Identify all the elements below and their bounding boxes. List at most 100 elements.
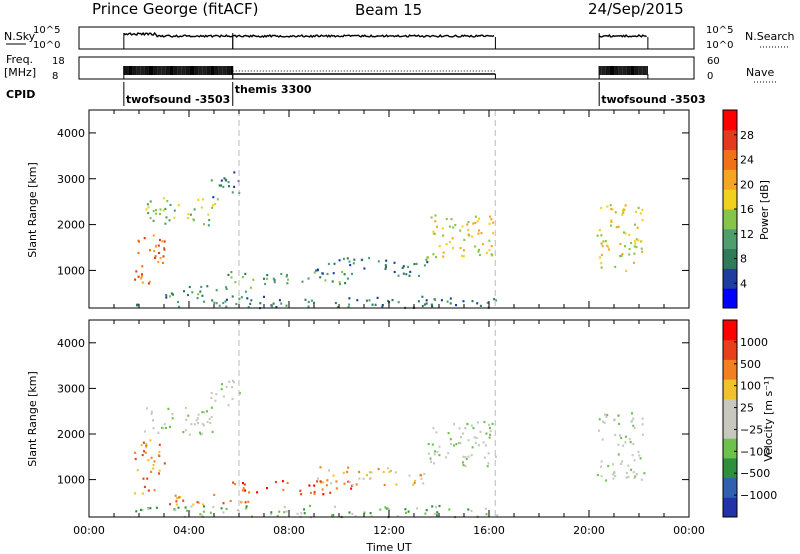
data-cell — [462, 461, 464, 464]
data-cell — [140, 275, 143, 278]
data-cell — [451, 237, 454, 240]
data-cell — [196, 417, 199, 420]
nsearch-tick-bottom: 10^0 — [706, 40, 733, 51]
data-cell — [230, 276, 233, 279]
data-cell — [309, 504, 311, 507]
data-cell — [621, 460, 624, 463]
data-cell — [244, 290, 247, 293]
data-cell — [309, 491, 312, 494]
data-cell — [316, 269, 319, 272]
colorbar-swatch — [723, 248, 737, 269]
freq-tick-top: 18 — [52, 56, 65, 67]
data-cell — [643, 472, 646, 475]
data-cell — [641, 219, 644, 222]
data-cell — [146, 407, 148, 410]
data-cell — [401, 266, 404, 269]
nsky-label: N.Sky — [4, 30, 36, 43]
data-cell — [225, 385, 228, 388]
data-cell — [270, 513, 273, 516]
data-cell — [418, 274, 420, 277]
data-cell — [617, 225, 620, 228]
nsearch-tick-top: 10^5 — [706, 25, 733, 36]
data-cell — [625, 269, 628, 272]
data-cell — [486, 301, 489, 304]
data-cell — [356, 299, 359, 302]
colorbar-swatch — [723, 457, 737, 479]
nsearch-label: N.Search — [745, 30, 795, 43]
colorbar-tick-label: −1000 — [740, 489, 777, 502]
data-cell — [476, 220, 479, 223]
data-cell — [220, 507, 223, 510]
data-cell — [371, 303, 374, 306]
data-cell — [221, 383, 223, 386]
data-cell — [203, 411, 206, 414]
data-cell — [604, 413, 607, 416]
data-cell — [136, 469, 139, 472]
data-cell — [641, 417, 644, 420]
data-cell — [488, 423, 490, 426]
data-cell — [629, 441, 632, 444]
data-cell — [440, 299, 443, 302]
data-cell — [310, 299, 313, 302]
data-cell — [299, 489, 302, 492]
data-cell — [463, 238, 466, 241]
colorbar-tick-label: 100 — [740, 380, 761, 393]
data-cell — [207, 213, 210, 216]
data-cell — [490, 218, 493, 221]
data-cell — [208, 417, 211, 421]
data-cell — [351, 484, 354, 487]
data-cell — [220, 184, 223, 187]
data-cell — [444, 456, 447, 459]
data-cell — [184, 506, 187, 509]
data-cell — [346, 277, 349, 280]
data-cell — [286, 274, 288, 277]
data-cell — [150, 412, 153, 415]
data-cell — [452, 247, 454, 250]
data-cell — [213, 301, 216, 304]
data-cell — [202, 503, 204, 506]
data-cell — [639, 457, 642, 460]
data-cell — [238, 297, 241, 300]
data-cell — [152, 234, 155, 237]
data-cell — [625, 476, 628, 479]
nave-tick-bottom: 0 — [707, 71, 713, 82]
data-cell — [464, 465, 467, 468]
data-cell — [479, 430, 482, 433]
data-cell — [158, 450, 161, 453]
colorbar-swatch — [723, 129, 737, 151]
data-cell — [347, 466, 350, 469]
data-cell — [459, 247, 462, 250]
data-cell — [396, 515, 399, 518]
data-cell — [199, 431, 201, 434]
data-cell — [207, 224, 210, 227]
data-cell — [331, 514, 333, 517]
data-cell — [614, 475, 617, 478]
colorbar-swatch — [723, 209, 737, 230]
data-cell — [350, 487, 353, 490]
data-cell — [630, 420, 633, 423]
data-cell — [264, 282, 267, 286]
data-cell — [633, 252, 636, 255]
nsky-tick-bottom: 10^0 — [33, 40, 60, 51]
data-cell — [393, 261, 396, 264]
data-cell — [622, 444, 625, 447]
data-cell — [613, 419, 615, 422]
data-cell — [598, 429, 600, 432]
data-cell — [313, 271, 316, 274]
data-cell — [158, 472, 160, 475]
data-cell — [342, 471, 345, 474]
data-cell — [185, 418, 188, 421]
data-cell — [464, 427, 467, 430]
data-cell — [166, 200, 169, 203]
data-cell — [427, 443, 430, 446]
data-cell — [222, 185, 225, 188]
data-cell — [218, 184, 221, 187]
y-tick-label: 4000 — [57, 337, 85, 350]
data-cell — [427, 452, 430, 455]
data-cell — [620, 436, 623, 440]
data-cell — [366, 474, 368, 477]
y-tick-label: 3000 — [57, 382, 85, 395]
data-cell — [307, 277, 310, 280]
data-cell — [136, 304, 139, 307]
data-cell — [602, 240, 605, 243]
